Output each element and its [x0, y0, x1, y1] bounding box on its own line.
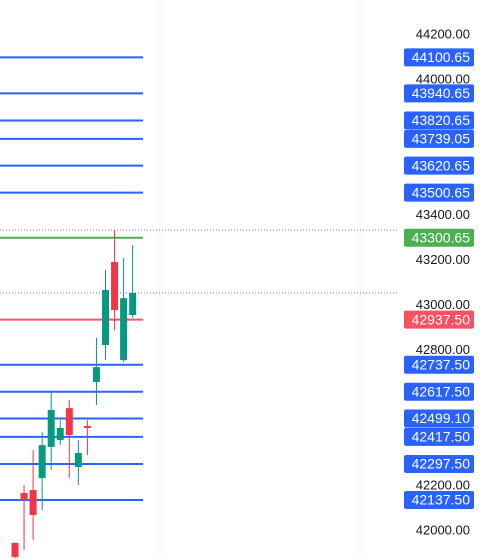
candle-body	[92, 367, 100, 382]
level-label: 43739.05	[412, 131, 471, 147]
level-label-bg	[404, 183, 474, 202]
level-label: 44100.65	[412, 49, 471, 65]
candle-body	[11, 542, 19, 557]
level-label: 42937.50	[412, 311, 471, 327]
candle-body	[38, 445, 46, 479]
y-tick-label: 44200.00	[416, 26, 470, 41]
candle-body	[56, 427, 64, 440]
level-label-bg	[404, 355, 474, 374]
level-label: 42617.50	[412, 383, 471, 399]
y-tick-label: 43400.00	[416, 207, 470, 222]
y-tick-label: 42800.00	[416, 342, 470, 357]
candle-body	[47, 409, 55, 447]
candle-body	[29, 489, 37, 516]
level-label-bg	[404, 491, 474, 510]
level-label-bg	[404, 427, 474, 446]
candle-body	[129, 292, 137, 316]
level-label: 43620.65	[412, 157, 471, 173]
level-label-bg	[404, 129, 474, 148]
candle-body	[65, 408, 73, 435]
level-label-bg	[404, 156, 474, 175]
candle-body	[74, 453, 82, 467]
candle-body	[83, 425, 91, 428]
level-label-bg	[404, 228, 474, 247]
level-label: 42499.10	[412, 410, 471, 426]
level-label: 42297.50	[412, 456, 471, 472]
y-tick-label: 44000.00	[416, 71, 470, 86]
level-label: 43500.65	[412, 184, 471, 200]
level-label-bg	[404, 111, 474, 130]
y-tick-label: 42200.00	[416, 477, 470, 492]
level-label: 43300.65	[412, 229, 471, 245]
candle-body	[20, 492, 28, 501]
level-label: 43940.65	[412, 85, 471, 101]
level-label: 42737.50	[412, 356, 471, 372]
level-label-bg	[404, 310, 474, 329]
level-label: 43820.65	[412, 112, 471, 128]
y-tick-label: 42000.00	[416, 522, 470, 537]
level-label-bg	[404, 48, 474, 67]
level-label-bg	[404, 382, 474, 401]
candle-body	[102, 289, 109, 346]
candle-body	[120, 298, 128, 361]
level-label: 42417.50	[412, 429, 471, 445]
y-tick-label: 43000.00	[416, 297, 470, 312]
level-label: 42137.50	[412, 492, 471, 508]
level-label-bg	[404, 84, 474, 103]
candle-body	[111, 262, 119, 311]
y-tick-label: 43200.00	[416, 252, 470, 267]
level-label-bg	[404, 454, 474, 473]
level-label-bg	[404, 409, 474, 428]
